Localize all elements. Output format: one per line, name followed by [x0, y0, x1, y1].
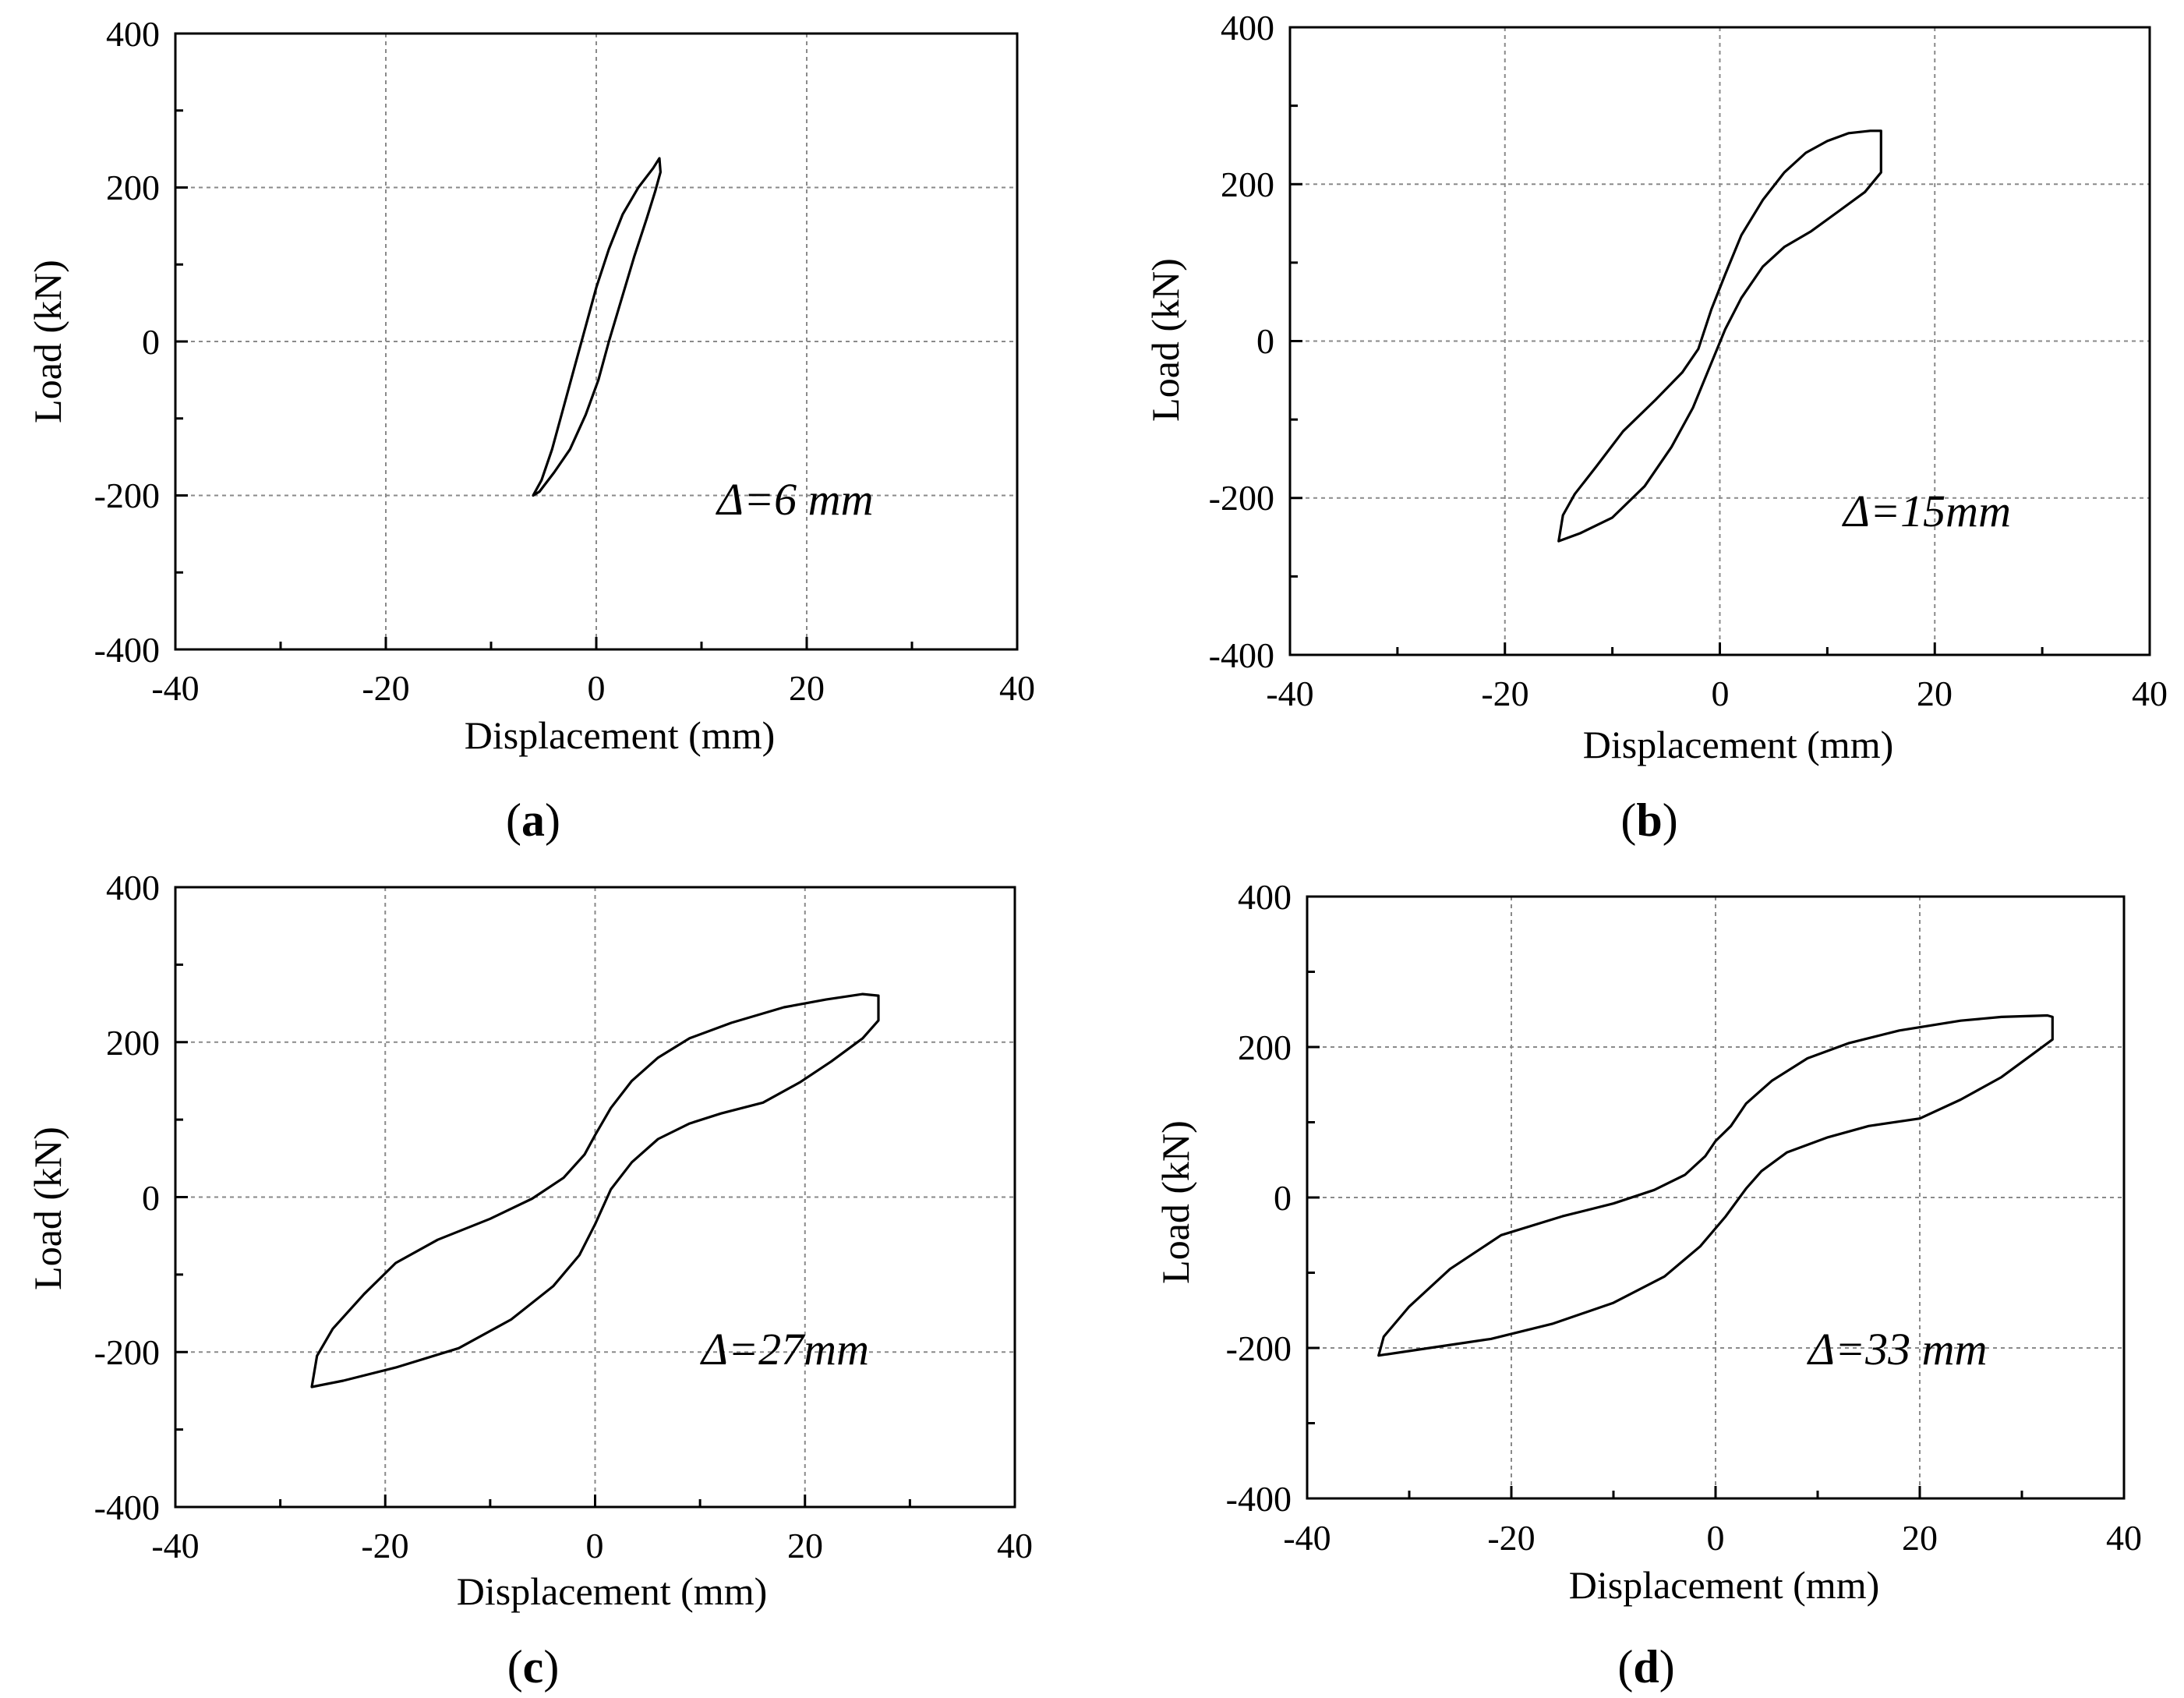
- x-tick-label: 20: [1917, 674, 1953, 713]
- y-tick-label: -200: [1226, 1328, 1292, 1368]
- y-tick-label: 400: [1221, 8, 1274, 48]
- x-tick-label: -20: [1481, 674, 1528, 713]
- x-axis-title-a: Displacement (mm): [465, 713, 776, 757]
- y-tick-labels-a: 400 200 0 -200 -400: [94, 14, 160, 670]
- panel-label-a: (a): [506, 794, 560, 846]
- panel-label-c: (c): [507, 1641, 560, 1693]
- y-tick-label: 200: [106, 1023, 160, 1063]
- y-tick-label: -400: [1226, 1479, 1292, 1519]
- x-tick-label: 0: [586, 1526, 604, 1565]
- y-tick-label: 400: [106, 14, 160, 54]
- y-tick-label: -200: [94, 476, 160, 515]
- x-tick-label: 40: [2106, 1518, 2142, 1558]
- y-tick-label: 200: [106, 168, 160, 207]
- panel-label-d: (d): [1617, 1641, 1674, 1693]
- x-tick-label: 40: [997, 1526, 1033, 1565]
- y-tick-label: -400: [94, 1488, 160, 1527]
- y-axis-title-b: Load (kN): [1143, 258, 1187, 422]
- x-tick-label: -40: [1266, 674, 1313, 713]
- y-tick-label: -400: [94, 630, 160, 670]
- x-tick-labels-d: -40 -20 0 20 40: [1283, 1518, 2142, 1558]
- grid-lines-a: [175, 34, 1017, 649]
- y-tick-label: 0: [1274, 1178, 1292, 1218]
- y-tick-labels-c: 400 200 0 -200 -400: [94, 868, 160, 1527]
- y-tick-label: 0: [142, 1178, 160, 1218]
- annotation-b: Δ=15mm: [1842, 486, 2011, 536]
- x-tick-label: -40: [1283, 1518, 1331, 1558]
- x-tick-label: 20: [789, 668, 825, 708]
- hysteresis-curve-c: [310, 992, 880, 1388]
- y-tick-label: 200: [1238, 1028, 1292, 1067]
- x-tick-labels-a: -40 -20 0 20 40: [151, 668, 1035, 708]
- x-tick-labels-b: -40 -20 0 20 40: [1266, 674, 2168, 713]
- x-tick-label: -40: [151, 668, 199, 708]
- grid-lines-c: [175, 887, 1015, 1507]
- y-tick-label: 0: [1256, 321, 1274, 361]
- y-tick-label: 400: [106, 868, 160, 907]
- y-axis-title-c: Load (kN): [26, 1127, 69, 1290]
- y-tick-labels-b: 400 200 0 -200 -400: [1209, 8, 1274, 675]
- hysteresis-curve-a: [532, 157, 662, 497]
- hysteresis-curve-b: [1557, 129, 1882, 543]
- panel-c: 400 200 0 -200 -400 -40 -20 0 20 40 Disp…: [26, 868, 1033, 1693]
- x-tick-label: 0: [1707, 1518, 1725, 1558]
- annotation-c: Δ=27mm: [700, 1324, 869, 1374]
- panel-label-b: (b): [1620, 794, 1677, 846]
- grid-lines-d: [1307, 897, 2124, 1498]
- panel-b: 400 200 0 -200 -400 -40 -20 0 20 40 Disp…: [1143, 8, 2168, 846]
- panel-d: 400 200 0 -200 -400 -40 -20 0 20 40 Disp…: [1154, 877, 2142, 1693]
- y-tick-label: 200: [1221, 164, 1274, 204]
- tick-marks-c: [174, 886, 1016, 1509]
- y-tick-labels-d: 400 200 0 -200 -400: [1226, 877, 1292, 1519]
- x-tick-label: 20: [1902, 1518, 1938, 1558]
- annotation-d: Δ=33 mm: [1807, 1324, 1987, 1374]
- x-axis-title-c: Displacement (mm): [457, 1569, 768, 1613]
- y-axis-title-d: Load (kN): [1154, 1120, 1197, 1284]
- x-tick-label: 40: [999, 668, 1035, 708]
- hysteresis-curve-d: [1377, 1013, 2054, 1357]
- y-tick-label: -400: [1209, 635, 1274, 675]
- tick-marks-d: [1306, 895, 2126, 1500]
- y-tick-label: 0: [142, 322, 160, 362]
- x-tick-label: 0: [588, 668, 606, 708]
- x-tick-label: -20: [361, 1526, 408, 1565]
- y-tick-label: -200: [1209, 478, 1274, 518]
- x-tick-label: 40: [2132, 674, 2168, 713]
- x-tick-label: -40: [151, 1526, 199, 1565]
- y-tick-label: 400: [1238, 877, 1292, 917]
- y-tick-label: -200: [94, 1332, 160, 1372]
- x-tick-label: 0: [1712, 674, 1730, 713]
- x-axis-title-b: Displacement (mm): [1583, 723, 1894, 766]
- x-tick-labels-c: -40 -20 0 20 40: [151, 1526, 1033, 1565]
- annotation-a: Δ=6 mm: [716, 474, 873, 525]
- tick-marks-b: [1288, 26, 2151, 656]
- tick-marks-a: [174, 32, 1019, 651]
- x-tick-label: -20: [362, 668, 409, 708]
- panel-a: 400 200 0 -200 -400 -40 -20 0 20 40 Disp…: [26, 14, 1035, 846]
- x-tick-label: -20: [1487, 1518, 1535, 1558]
- x-tick-label: 20: [787, 1526, 823, 1565]
- y-axis-title-a: Load (kN): [26, 260, 69, 423]
- x-axis-title-d: Displacement (mm): [1569, 1563, 1880, 1607]
